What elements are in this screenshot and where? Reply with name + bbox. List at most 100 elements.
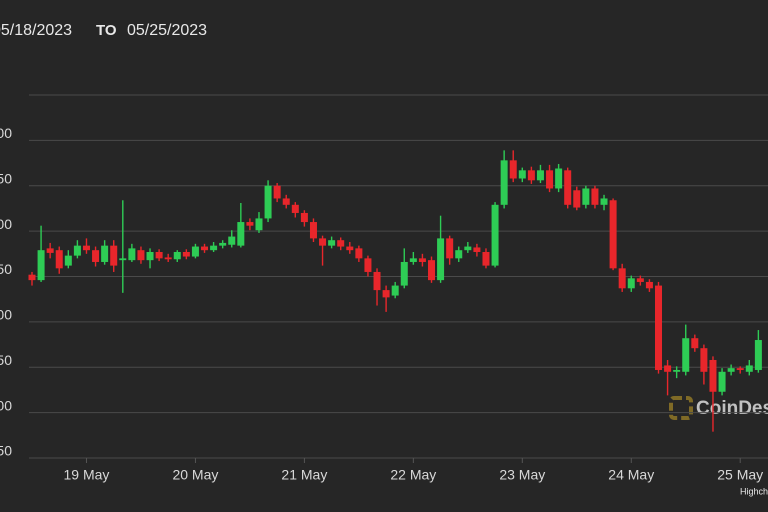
candle-body	[600, 198, 608, 205]
candle-body	[555, 168, 563, 189]
candle-body	[110, 245, 118, 266]
candle-body	[645, 281, 653, 289]
y-tick-label: 25,750	[0, 443, 12, 459]
candle-body	[527, 170, 535, 181]
y-tick-label: 26,250	[0, 352, 12, 368]
candle-body	[664, 365, 672, 372]
watermark: CoinDesk	[696, 398, 768, 419]
date-from: 05/18/2023	[0, 22, 72, 39]
candle-body	[736, 368, 744, 370]
candle-body	[391, 285, 399, 296]
candle-body	[346, 246, 354, 251]
candle-body	[337, 240, 345, 247]
candle-body	[201, 246, 209, 251]
candle-body	[536, 170, 544, 181]
candle-body	[609, 200, 617, 269]
candle-body	[300, 212, 308, 223]
x-tick-label: 24 May	[608, 467, 654, 483]
y-tick-label: 26,000	[0, 397, 12, 413]
watermark-logo	[669, 396, 693, 420]
candle-body	[618, 268, 626, 289]
candle-body	[727, 368, 735, 372]
candle-body	[364, 258, 372, 272]
candle-body	[673, 369, 681, 372]
candle-body	[146, 251, 154, 261]
candle-body	[101, 245, 109, 262]
y-tick-label: 26,500	[0, 307, 12, 323]
candle-body	[473, 247, 481, 252]
candle-body	[273, 185, 281, 199]
candle-body	[446, 238, 454, 259]
y-tick-label: 27,250	[0, 170, 12, 186]
candle-body	[546, 170, 554, 189]
plot-area: 27,500 27,250 27,000 26,750 26,500 26,250 26,0…	[0, 94, 768, 483]
candle-body	[373, 271, 381, 291]
candle-body	[173, 251, 181, 260]
candle-body	[219, 242, 227, 246]
candle-body	[428, 260, 436, 281]
candle-body	[573, 190, 581, 208]
candle-body	[246, 222, 254, 226]
candle-body	[400, 261, 408, 286]
candle-body	[282, 198, 290, 205]
y-tick-label: 27,500	[0, 125, 12, 141]
x-tick-label: 19 May	[64, 467, 110, 483]
candle-body	[718, 371, 726, 392]
candle-body	[237, 222, 245, 246]
candle-body	[355, 248, 363, 259]
candle-body	[582, 188, 590, 205]
x-tick-label: 22 May	[390, 467, 436, 483]
y-tick-label: 26,750	[0, 261, 12, 277]
candle-body	[509, 160, 517, 179]
candle-body	[455, 250, 463, 259]
candle-body	[264, 185, 272, 219]
candle-body	[709, 359, 717, 392]
candle-body	[210, 245, 218, 251]
candle-body	[182, 251, 190, 257]
candle-body	[482, 251, 490, 266]
credits: Highcharts.com	[740, 486, 768, 496]
x-tick-label: 21 May	[281, 467, 327, 483]
date-to: 05/25/2023	[127, 22, 207, 39]
candle-body	[409, 258, 417, 262]
y-tick-label: 27,000	[0, 216, 12, 232]
candle-body	[418, 258, 426, 262]
candle-body	[745, 365, 753, 372]
candle-body	[255, 218, 263, 231]
candle-body	[28, 274, 36, 281]
candle-body	[73, 245, 81, 256]
candle-body	[137, 250, 145, 261]
candle-body	[691, 338, 699, 349]
candle-body	[564, 170, 572, 205]
date-separator: TO	[96, 22, 117, 39]
candle-body	[46, 248, 54, 253]
candle-body	[119, 258, 127, 261]
candle-body	[55, 250, 63, 269]
x-tick-label: 25 May	[717, 467, 763, 483]
candle-body	[682, 338, 690, 372]
candle-body	[319, 238, 327, 246]
candle-body	[627, 278, 635, 289]
candle-body	[309, 222, 317, 239]
candle-body	[155, 251, 163, 259]
candle-body	[82, 245, 90, 251]
candle-body	[328, 240, 336, 246]
x-tick-label: 23 May	[499, 467, 545, 483]
candle-body	[191, 246, 199, 257]
candle-body	[37, 250, 45, 281]
candle-body	[291, 204, 299, 213]
candle-body	[437, 238, 445, 281]
candle-body	[636, 278, 644, 282]
x-tick-label: 20 May	[172, 467, 218, 483]
candle-body	[228, 236, 236, 245]
candle-body	[128, 248, 136, 261]
candle-body	[491, 204, 499, 266]
candle-body	[518, 170, 526, 179]
candle-body	[464, 246, 472, 251]
candle-body	[500, 160, 508, 205]
candle-body	[164, 257, 172, 260]
candle-body	[654, 285, 662, 370]
candle-body	[382, 290, 390, 298]
candle-body	[700, 348, 708, 372]
